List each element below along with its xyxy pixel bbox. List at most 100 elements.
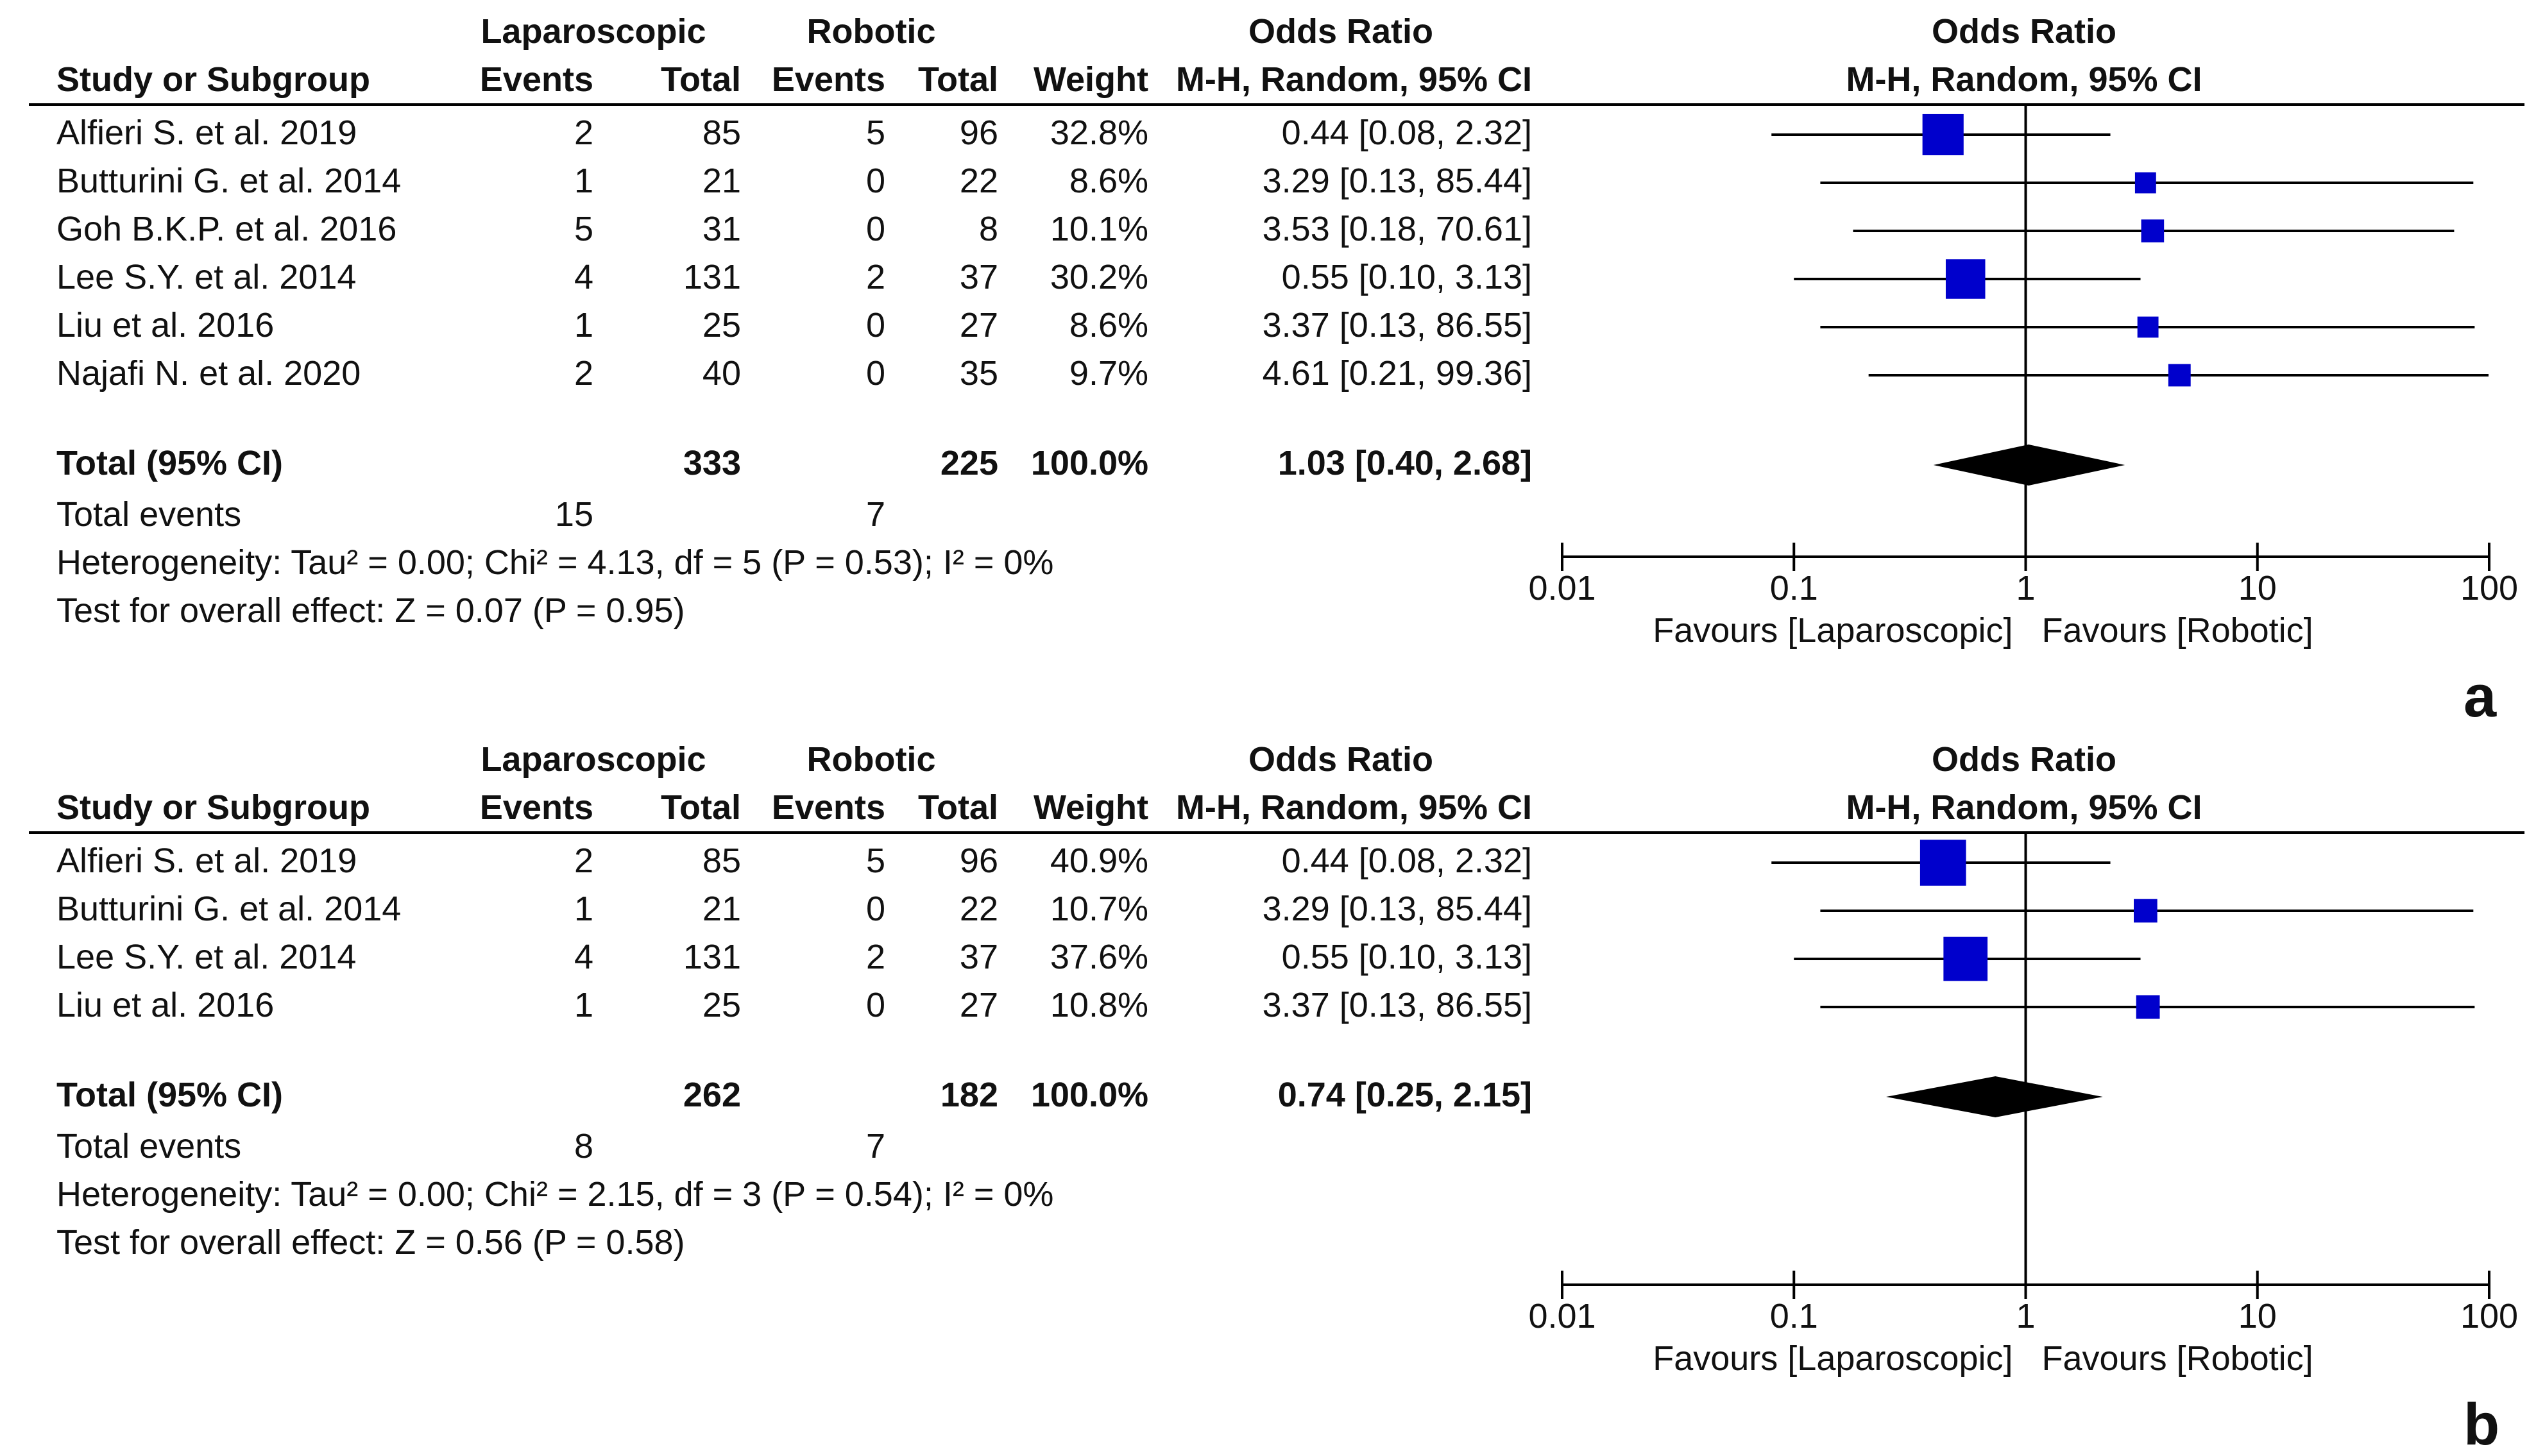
rob-total: 22 (959, 890, 998, 928)
lap-total: 131 (683, 938, 741, 976)
lap-total: 85 (702, 842, 741, 880)
study-weight: 40.9% (1050, 842, 1148, 880)
lap-events: 2 (574, 354, 593, 393)
heterogeneity-text: Heterogeneity: Tau² = 0.00; Chi² = 4.13,… (56, 543, 1054, 582)
header-robotic: Robotic (806, 12, 936, 51)
study-marker (2137, 316, 2159, 338)
total-events-label: Total events (56, 495, 242, 534)
rob-events: 5 (865, 842, 885, 880)
total-events-lap: 15 (554, 495, 593, 534)
lap-events: 1 (574, 890, 593, 928)
forest-plot-graphics (29, 831, 2524, 1299)
study-name: Butturini G. et al. 2014 (56, 890, 402, 928)
study-ci: 0.55 [0.10, 3.13] (1281, 258, 1532, 296)
study-name: Liu et al. 2016 (56, 986, 275, 1024)
rob-events: 0 (865, 354, 885, 393)
rob-events: 5 (865, 114, 885, 152)
study-name: Lee S.Y. et al. 2014 (56, 938, 357, 976)
total-weight: 100.0% (1030, 1076, 1148, 1114)
total-events-label: Total events (56, 1127, 242, 1165)
header-plot-method: M-H, Random, 95% CI (1846, 788, 2202, 827)
study-ci: 0.44 [0.08, 2.32] (1281, 842, 1532, 880)
x-tick-label: 1 (2016, 1297, 2036, 1335)
header-weight: Weight (1034, 788, 1148, 827)
x-tick-label: 0.01 (1528, 1297, 1596, 1335)
rob-events: 0 (865, 210, 885, 248)
total-label: Total (95% CI) (56, 1076, 284, 1114)
study-marker (1945, 259, 1986, 299)
x-tick-label: 0.01 (1528, 569, 1596, 607)
study-weight: 10.8% (1050, 986, 1148, 1024)
header-laparoscopic: Laparoscopic (481, 740, 706, 779)
header-rob-total: Total (918, 60, 998, 99)
total-events-rob: 7 (865, 1127, 885, 1165)
header-laparoscopic: Laparoscopic (481, 12, 706, 51)
header-rob-events: Events (771, 788, 885, 827)
header-odds-ratio: Odds Ratio (1248, 12, 1433, 51)
rob-events: 0 (865, 306, 885, 344)
forest-plot-graphics (29, 103, 2524, 571)
total-weight: 100.0% (1030, 444, 1148, 482)
lap-total: 131 (683, 258, 741, 296)
study-name: Alfieri S. et al. 2019 (56, 842, 357, 880)
study-weight: 10.1% (1050, 210, 1148, 248)
lap-events: 2 (574, 842, 593, 880)
rob-total: 37 (959, 938, 998, 976)
lap-events: 5 (574, 210, 593, 248)
study-weight: 37.6% (1050, 938, 1148, 976)
rob-total: 27 (959, 986, 998, 1024)
total-events-rob: 7 (865, 495, 885, 534)
total-rob-total: 182 (940, 1076, 998, 1114)
study-marker (2134, 899, 2158, 923)
study-marker (1919, 840, 1966, 886)
lap-events: 1 (574, 986, 593, 1024)
favours-right-label: Favours [Robotic] (2041, 611, 2313, 650)
study-ci: 3.53 [0.18, 70.61] (1262, 210, 1532, 248)
lap-events: 2 (574, 114, 593, 152)
study-marker (2168, 364, 2191, 387)
lap-total: 21 (702, 162, 741, 200)
study-name: Butturini G. et al. 2014 (56, 162, 402, 200)
header-plot-method: M-H, Random, 95% CI (1846, 60, 2202, 99)
study-marker (2134, 172, 2156, 194)
header-rob-total: Total (918, 788, 998, 827)
study-ci: 4.61 [0.21, 99.36] (1262, 354, 1532, 393)
study-marker (2136, 995, 2160, 1019)
pooled-diamond (1933, 444, 2125, 486)
overall-effect-text: Test for overall effect: Z = 0.07 (P = 0… (56, 591, 685, 630)
pooled-diamond (1886, 1076, 2103, 1117)
x-tick-label: 0.1 (1769, 569, 1818, 607)
rob-total: 96 (959, 842, 998, 880)
header-study: Study or Subgroup (56, 788, 370, 827)
total-ci: 0.74 [0.25, 2.15] (1277, 1076, 1532, 1114)
header-lap-total: Total (661, 788, 741, 827)
lap-total: 31 (702, 210, 741, 248)
study-ci: 3.29 [0.13, 85.44] (1262, 890, 1532, 928)
study-name: Lee S.Y. et al. 2014 (56, 258, 357, 296)
header-lap-total: Total (661, 60, 741, 99)
study-name: Alfieri S. et al. 2019 (56, 114, 357, 152)
rob-total: 8 (978, 210, 998, 248)
lap-total: 85 (702, 114, 741, 152)
study-name: Najafi N. et al. 2020 (56, 354, 361, 393)
rob-events: 0 (865, 162, 885, 200)
total-ci: 1.03 [0.40, 2.68] (1277, 444, 1532, 482)
lap-total: 25 (702, 986, 741, 1024)
lap-total: 25 (702, 306, 741, 344)
favours-left-label: Favours [Laparoscopic] (1653, 1339, 2013, 1378)
study-ci: 3.37 [0.13, 86.55] (1262, 306, 1532, 344)
study-marker (1922, 114, 1964, 156)
lap-total: 40 (702, 354, 741, 393)
header-odds-ratio: Odds Ratio (1248, 740, 1433, 779)
rob-total: 37 (959, 258, 998, 296)
rob-events: 2 (865, 258, 885, 296)
study-marker (1943, 936, 1988, 981)
study-weight: 8.6% (1069, 162, 1148, 200)
header-method: M-H, Random, 95% CI (1175, 60, 1532, 99)
header-weight: Weight (1034, 60, 1148, 99)
x-tick-label: 1 (2016, 569, 2036, 607)
rob-total: 22 (959, 162, 998, 200)
lap-events: 1 (574, 162, 593, 200)
study-ci: 0.44 [0.08, 2.32] (1281, 114, 1532, 152)
favours-left-label: Favours [Laparoscopic] (1653, 611, 2013, 650)
